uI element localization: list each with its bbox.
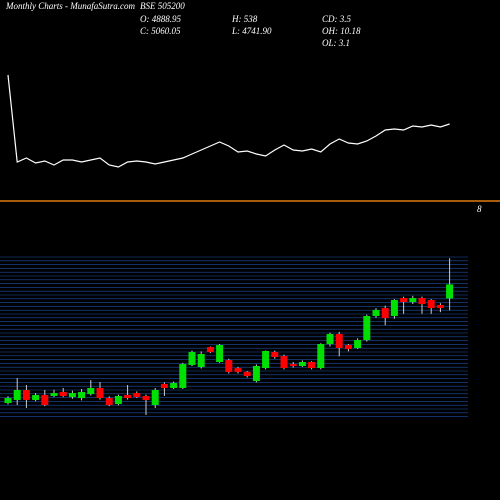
candle-body xyxy=(390,300,398,317)
marker-label: 8 xyxy=(477,204,482,214)
open-label: O: 4888.95 xyxy=(140,14,181,24)
candle-body xyxy=(381,308,389,319)
high-label: H: 538 xyxy=(231,14,258,24)
candle-body xyxy=(151,390,159,405)
candle-body xyxy=(87,387,95,395)
candle-body xyxy=(114,395,122,404)
candle-body xyxy=(262,350,270,369)
candle-body xyxy=(160,383,168,388)
candle-body xyxy=(206,347,214,353)
candle-body xyxy=(252,366,260,382)
indicator-line xyxy=(7,74,450,168)
candle-body xyxy=(271,352,279,358)
site: - MunafaSutra.com xyxy=(65,1,135,11)
candle-body xyxy=(59,391,67,396)
candle-body xyxy=(280,356,288,369)
candle-body xyxy=(4,398,12,404)
candle-body xyxy=(427,300,435,309)
candle-body xyxy=(96,387,104,399)
candle-body xyxy=(68,393,76,397)
candle-body xyxy=(436,304,444,309)
candle-body xyxy=(243,371,251,376)
candle-body xyxy=(142,395,150,400)
candle-body xyxy=(418,298,426,305)
candle-body xyxy=(372,310,380,317)
candle-body xyxy=(50,393,58,396)
candle-body xyxy=(225,360,233,372)
low-label: L: 4741.90 xyxy=(231,26,272,36)
candle-body xyxy=(344,345,352,350)
candle-body xyxy=(234,368,242,372)
candle-body xyxy=(298,362,306,367)
candle-body xyxy=(289,364,297,367)
candle-body xyxy=(32,395,40,400)
candle-body xyxy=(363,316,371,341)
candle-body xyxy=(124,395,132,399)
candle-body xyxy=(78,391,86,399)
candle-body xyxy=(446,284,454,299)
candle-body xyxy=(133,393,141,397)
candle-body xyxy=(22,390,30,400)
candle-body xyxy=(216,345,224,363)
candle-body xyxy=(41,395,49,405)
candle-body xyxy=(170,382,178,388)
candle-body xyxy=(197,354,205,367)
candle-body xyxy=(335,333,343,349)
candle-body xyxy=(308,362,316,369)
oh-label: OH: 10.18 xyxy=(322,26,361,36)
candle-body xyxy=(105,398,113,405)
symbol: BSE 505200 xyxy=(140,1,185,11)
candle-body xyxy=(188,352,196,366)
chart-kind: Monthly Charts xyxy=(5,1,63,11)
close-label: C: 5060.05 xyxy=(140,26,181,36)
candle-body xyxy=(13,390,21,400)
candle-body xyxy=(400,298,408,303)
candle-body xyxy=(354,340,362,349)
cd-label: CD: 3.5 xyxy=(322,14,351,24)
ol-label: OL: 3.1 xyxy=(322,38,350,48)
candle-body xyxy=(179,364,187,388)
candle-body xyxy=(326,333,334,345)
candle-body xyxy=(317,344,325,369)
candle-body xyxy=(409,298,417,303)
